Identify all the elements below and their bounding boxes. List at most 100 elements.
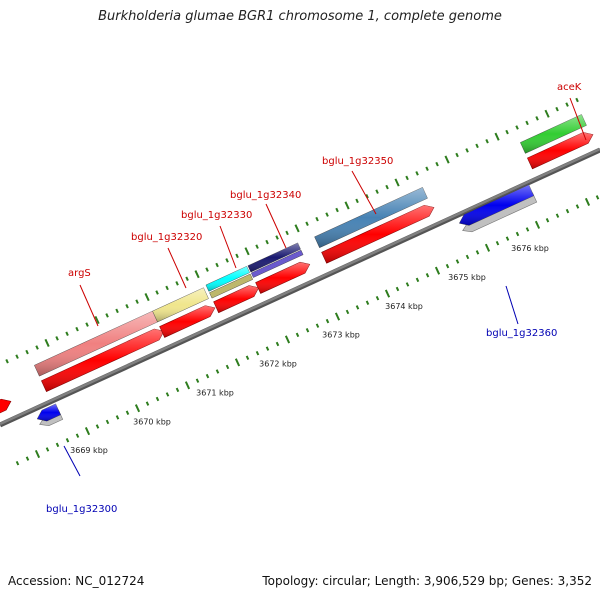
scale-tick (565, 208, 570, 214)
gene-aceK[interactable] (520, 114, 587, 154)
gene-leader-line (569, 97, 587, 141)
scale-tick (215, 369, 220, 374)
gene-bglu_1g32330[interactable] (205, 266, 254, 299)
scale-tick (315, 323, 320, 328)
scale-tick (435, 161, 439, 167)
scale-tick (384, 289, 391, 298)
gene-leader-line (167, 247, 187, 289)
scale-tick (345, 309, 350, 315)
scale-tick (305, 328, 310, 333)
gene-label-bglu_1g32340[interactable]: bglu_1g32340 (230, 190, 301, 201)
gene-feature-shading (459, 184, 534, 226)
scale-tick (275, 235, 279, 240)
gene-bglu_1g32350[interactable] (314, 187, 428, 249)
scale-tick (565, 102, 569, 107)
scale-tick (175, 281, 179, 286)
scale-label: 3669 kbp (70, 446, 108, 455)
scale-tick (5, 359, 9, 364)
scale-tick (125, 304, 129, 309)
gene-feature-sub (209, 273, 254, 299)
scale-tick (65, 438, 70, 443)
scale-tick (534, 220, 541, 229)
scale-tick (75, 326, 79, 332)
scale-tick (515, 231, 520, 237)
scale-tick (445, 263, 450, 269)
gene-feature-shading (34, 311, 158, 377)
scale-tick (415, 171, 419, 176)
scale-tick (525, 120, 529, 126)
scale-tick (485, 139, 489, 144)
scale-tick (225, 364, 230, 370)
scale-tick (334, 312, 341, 321)
scale-tick (155, 290, 159, 295)
scale-tick (134, 404, 141, 413)
scale-tick (105, 313, 109, 318)
scale-tick (194, 270, 200, 279)
scale-tick (365, 194, 369, 199)
scale-tick (115, 308, 119, 314)
scale-tick (144, 293, 150, 302)
scale-tick (55, 336, 59, 341)
gene-leader-line (63, 445, 81, 477)
scale-tick (34, 449, 41, 459)
scale-tick (525, 227, 530, 232)
gene-bglu_1g32300[interactable] (36, 403, 61, 422)
gene-label-bglu_1g32320[interactable]: bglu_1g32320 (131, 232, 202, 243)
scale-tick (155, 396, 160, 402)
scale-tick (65, 331, 69, 336)
gene-label-bglu_1g32330[interactable]: bglu_1g32330 (181, 210, 252, 221)
scale-tick (284, 335, 291, 344)
scale-tick (45, 447, 50, 452)
scale-tick (105, 419, 110, 425)
map-title: Burkholderia glumae BGR1 chromosome 1, c… (98, 9, 502, 24)
scale-tick (215, 262, 219, 268)
scale-tick (495, 240, 500, 246)
gene-leader-line (265, 203, 287, 249)
gene-feature-shading (314, 187, 428, 248)
scale-label: 3675 kbp (448, 273, 486, 282)
scale-tick (95, 424, 100, 429)
accession-text: Accession: NC_012724 (8, 574, 145, 588)
gene-bglu_1g32320[interactable] (152, 287, 209, 323)
scale-tick (494, 132, 500, 141)
gene-label-argS[interactable]: argS (68, 268, 91, 279)
gene-bglu_1g32360[interactable] (459, 184, 535, 226)
gene-label-bglu_1g32360[interactable]: bglu_1g32360 (486, 328, 557, 339)
scale-tick (394, 178, 400, 187)
scale-tick (505, 129, 509, 135)
scale-tick (175, 387, 180, 393)
gene-bglu_1g32340[interactable] (247, 242, 304, 278)
scale-tick (205, 267, 209, 272)
scale-tick (555, 213, 560, 218)
cds-arrow-edge (0, 398, 12, 414)
scale-label: 3676 kbp (511, 244, 549, 253)
scale-tick (375, 295, 380, 301)
scale-tick (195, 378, 200, 383)
scale-tick (344, 201, 350, 210)
scale-tick (94, 315, 100, 325)
gene-label-bglu_1g32350[interactable]: bglu_1g32350 (322, 156, 393, 167)
scale-tick (84, 427, 91, 436)
gene-label-bglu_1g32300[interactable]: bglu_1g32300 (46, 504, 117, 515)
scale-tick (395, 286, 400, 292)
scale-tick (325, 212, 329, 217)
gene-label-aceK[interactable]: aceK (557, 82, 582, 93)
cds-shading (213, 285, 259, 313)
gene-leader-line (351, 170, 377, 215)
scale-tick (55, 442, 60, 448)
scale-tick (515, 125, 519, 130)
scale-tick (544, 109, 550, 118)
upper-tick-row (5, 97, 579, 364)
gene-feature-shading (205, 266, 250, 292)
scale-tick (295, 332, 300, 338)
scale-tick (265, 346, 270, 351)
scale-tick (484, 243, 491, 252)
scale-tick (535, 116, 539, 121)
scale-tick (245, 355, 250, 360)
cds-shading (159, 305, 215, 338)
scale-tick (25, 349, 29, 355)
scale-tick (355, 198, 359, 204)
cds-shading (255, 262, 310, 294)
scale-label: 3672 kbp (259, 360, 297, 369)
